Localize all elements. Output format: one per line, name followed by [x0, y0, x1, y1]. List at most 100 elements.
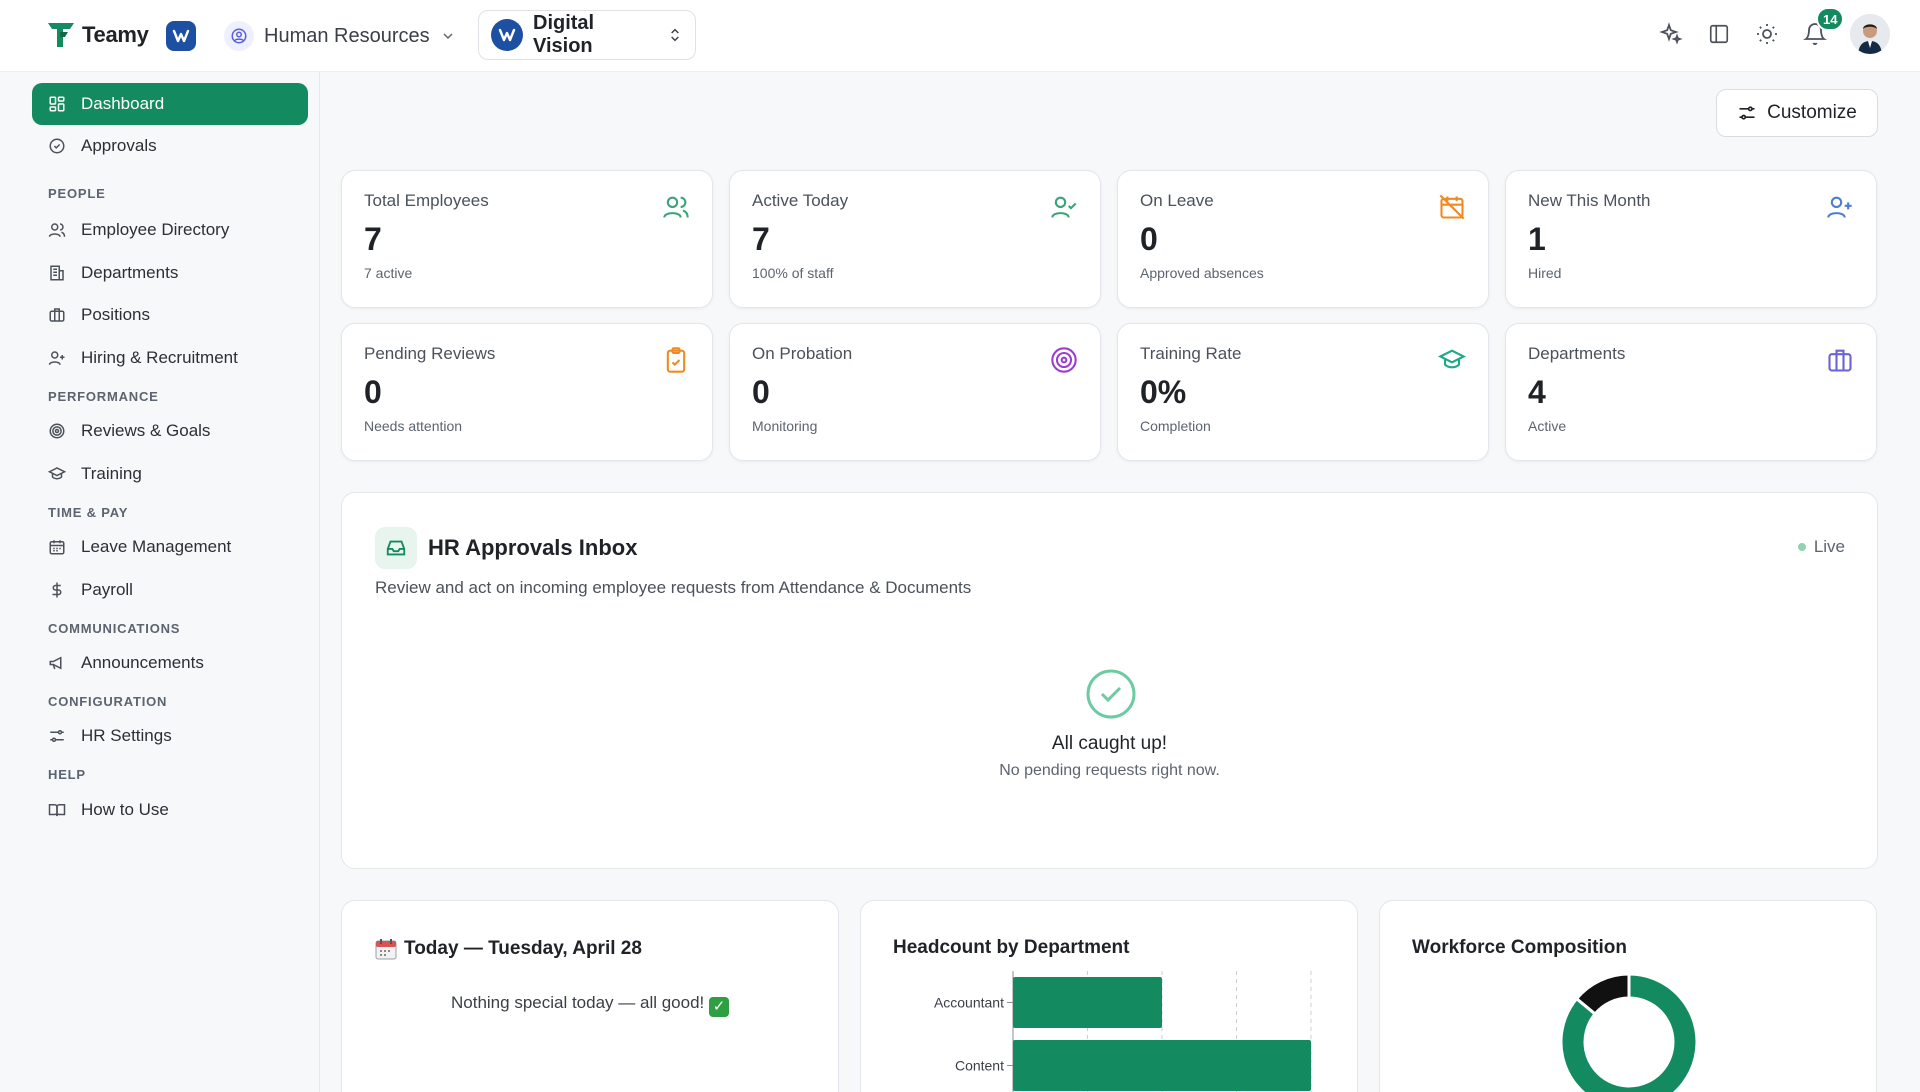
stat-title: Active Today — [752, 191, 849, 210]
stat-subtitle: Hired — [1528, 265, 1562, 281]
building-icon — [47, 263, 67, 283]
headcount-bar-chart: Accountant Content — [934, 971, 1312, 1092]
inbox-description: Review and act on incoming employee requ… — [375, 578, 972, 597]
live-dot-icon — [1797, 543, 1806, 551]
sidebar-item-reviews-goals[interactable]: Reviews & Goals — [32, 410, 308, 452]
top-actions: 14 — [1658, 7, 1890, 54]
stat-title: Training Rate — [1140, 344, 1242, 363]
stat-value: 0 — [1140, 221, 1158, 257]
stat-card-training-rate[interactable]: Training Rate 0% Completion — [1117, 323, 1489, 461]
dollar-sign-icon — [47, 580, 67, 600]
stat-card-active-today[interactable]: Active Today 7 100% of staff — [729, 170, 1101, 308]
sidebar-item-leave-management[interactable]: Leave Management — [32, 526, 308, 568]
graduation-cap-icon — [47, 464, 67, 484]
stat-value: 0 — [752, 374, 770, 410]
sidebar-item-payroll[interactable]: Payroll — [32, 569, 308, 611]
dashboard-icon — [47, 94, 67, 114]
stat-title: Departments — [1528, 344, 1626, 363]
sidebar-section-communications: COMMUNICATIONS — [48, 621, 181, 636]
calendar-off-icon — [1439, 194, 1465, 220]
sidebar-item-label: How to Use — [81, 800, 169, 819]
sidebar-item-label: Employee Directory — [81, 220, 230, 239]
sparkles-icon[interactable] — [1658, 21, 1684, 47]
headcount-title: Headcount by Department — [893, 937, 1130, 958]
sidebar-item-label: Announcements — [81, 653, 204, 672]
check-circle-icon — [1086, 669, 1136, 719]
today-title-row: Today — Tuesday, April 28 — [374, 937, 642, 961]
customize-button[interactable]: Customize — [1716, 89, 1878, 137]
sidebar-item-label: Dashboard — [81, 94, 165, 113]
sidebar-toggle-icon[interactable] — [1706, 21, 1732, 47]
stat-value: 0 — [364, 374, 382, 410]
calendar-icon — [47, 537, 67, 557]
sidebar-item-approvals[interactable]: Approvals — [32, 125, 308, 167]
sidebar-section-performance: PERFORMANCE — [48, 389, 159, 404]
stat-subtitle: Needs attention — [364, 418, 463, 434]
sidebar-item-training[interactable]: Training — [32, 453, 308, 495]
stat-subtitle: Active — [1528, 418, 1567, 434]
sidebar-item-label: Hiring & Recruitment — [81, 348, 238, 367]
stat-subtitle: Monitoring — [752, 418, 818, 434]
stat-card-pending-reviews[interactable]: Pending Reviews 0 Needs attention — [341, 323, 713, 461]
users-icon — [47, 220, 67, 240]
company-switcher[interactable]: Digital Vision — [478, 10, 696, 60]
y-tick-label: Accountant — [934, 995, 1004, 1011]
megaphone-icon — [47, 653, 67, 673]
sidebar-item-how-to-use[interactable]: How to Use — [32, 789, 308, 831]
user-avatar[interactable] — [1850, 14, 1890, 54]
check-mark-emoji-icon: ✓ — [709, 997, 729, 1017]
stat-title: Pending Reviews — [364, 344, 496, 363]
sidebar-section-time-pay: TIME & PAY — [48, 505, 129, 520]
stat-card-on-probation[interactable]: On Probation 0 Monitoring — [729, 323, 1101, 461]
sidebar-item-hiring-recruitment[interactable]: Hiring & Recruitment — [32, 337, 308, 379]
headcount-panel: Headcount by Department Accountant Conten… — [860, 900, 1358, 1092]
sidebar-item-label: Reviews & Goals — [81, 421, 211, 440]
bell-icon[interactable]: 14 — [1802, 7, 1845, 47]
y-tick-label: Content — [955, 1058, 1004, 1074]
sidebar-item-dashboard[interactable]: Dashboard — [32, 83, 308, 125]
sidebar-item-employee-directory[interactable]: Employee Directory — [32, 209, 308, 251]
stat-value: 7 — [364, 221, 382, 257]
company-name: Digital Vision — [533, 12, 595, 57]
stat-value: 7 — [752, 221, 770, 257]
workforce-panel: Workforce Composition — [1379, 900, 1877, 1092]
stat-card-departments[interactable]: Departments 4 Active — [1505, 323, 1877, 461]
hr-approvals-inbox: HR Approvals Inbox Review and act on inc… — [341, 492, 1878, 869]
org-badge[interactable] — [166, 21, 196, 51]
live-label: Live — [1813, 537, 1845, 556]
sidebar — [0, 72, 320, 1092]
sidebar-item-departments[interactable]: Departments — [32, 252, 308, 294]
sliders-icon — [1739, 106, 1755, 120]
sliders-icon — [47, 726, 67, 746]
stat-title: Total Employees — [364, 191, 489, 210]
sidebar-section-help: HELP — [48, 767, 86, 782]
workforce-donut-chart — [1559, 972, 1699, 1092]
stat-subtitle: Approved absences — [1140, 265, 1264, 281]
sidebar-item-positions[interactable]: Positions — [32, 294, 308, 336]
app-name: Teamy — [82, 22, 149, 47]
app-logo[interactable]: Teamy — [46, 20, 149, 50]
module-switcher[interactable]: Human Resources — [224, 18, 456, 54]
stat-card-new-this-month[interactable]: New This Month 1 Hired — [1505, 170, 1877, 308]
calendar-emoji-icon — [375, 939, 397, 960]
sun-icon[interactable] — [1754, 21, 1780, 47]
sidebar-section-configuration: CONFIGURATION — [48, 694, 168, 709]
company-logo-icon — [491, 19, 523, 51]
sidebar-item-announcements[interactable]: Announcements — [32, 642, 308, 684]
stat-card-total-employees[interactable]: Total Employees 7 7 active — [341, 170, 713, 308]
sidebar-item-label: Approvals — [81, 136, 157, 155]
empty-state-description: No pending requests right now. — [999, 762, 1220, 779]
clipboard-check-icon — [666, 347, 686, 373]
inbox-icon — [375, 527, 417, 569]
today-message-row: Nothing special today — all good! ✓ — [342, 993, 838, 1017]
stat-value: 0% — [1140, 374, 1187, 410]
sidebar-item-hr-settings[interactable]: HR Settings — [32, 715, 308, 757]
sidebar-section-people: PEOPLE — [48, 186, 106, 201]
stat-title: On Probation — [752, 344, 853, 363]
inbox-title: HR Approvals Inbox — [428, 535, 638, 560]
sidebar-item-label: Payroll — [81, 580, 133, 599]
stat-value: 4 — [1528, 374, 1546, 410]
stat-title: On Leave — [1140, 191, 1214, 210]
bar — [1013, 977, 1162, 1028]
stat-card-on-leave[interactable]: On Leave 0 Approved absences — [1117, 170, 1489, 308]
